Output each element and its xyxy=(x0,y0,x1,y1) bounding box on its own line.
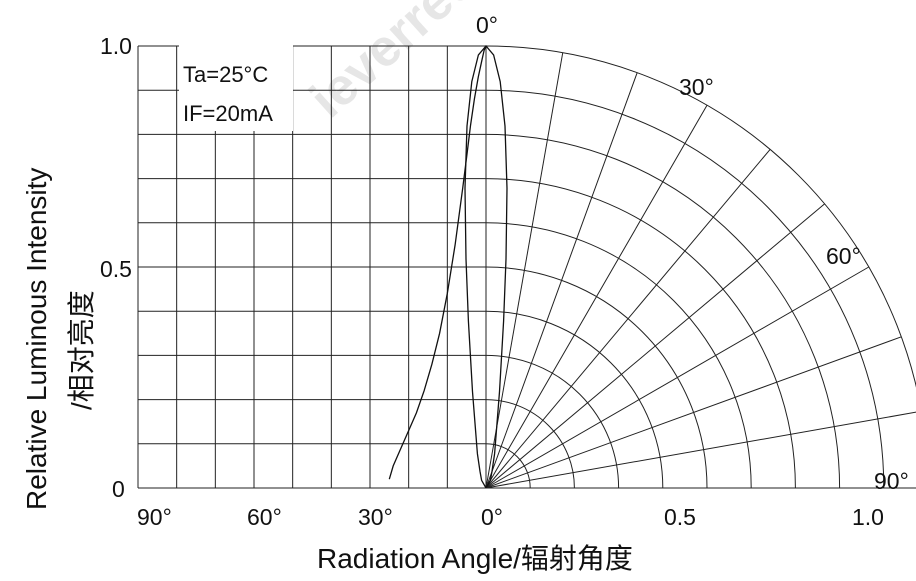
x-tick-0-center: 0° xyxy=(481,504,503,530)
condition-if: IF=20mA xyxy=(183,101,273,126)
arc-label-90: 90° xyxy=(874,468,909,494)
polar-grid-arc xyxy=(485,133,841,489)
polar-grid-spoke xyxy=(485,72,638,489)
y-axis-title-line2: /相对亮度 xyxy=(66,290,97,410)
polar-grid-arc xyxy=(485,399,575,489)
condition-ta: Ta=25°C xyxy=(183,62,268,87)
polar-grid-arc xyxy=(485,222,752,489)
arc-label-60: 60° xyxy=(826,243,861,269)
polar-grid-arc xyxy=(485,89,885,489)
polar-grid-spoke xyxy=(485,266,870,489)
conditions-box xyxy=(179,45,293,131)
arc-label-0: 0° xyxy=(476,12,498,38)
radial-tick-1.0: 1.0 xyxy=(852,504,884,530)
y-axis-title-line1: Relative Luminous Intensity xyxy=(21,168,52,510)
angular-intensity-curve xyxy=(388,45,487,480)
polar-grid xyxy=(485,45,916,489)
left-grid xyxy=(137,45,487,489)
radial-tick-0.5: 0.5 xyxy=(664,504,696,530)
polar-grid-spoke xyxy=(485,411,916,489)
polar-grid-arc xyxy=(485,310,664,489)
x-axis-title: Radiation Angle/辐射角度 xyxy=(317,543,633,574)
polar-grid-arc xyxy=(485,178,796,489)
y-tick-0: 0 xyxy=(112,476,125,502)
polar-grid-spoke xyxy=(485,149,771,489)
y-tick-0.5: 0.5 xyxy=(100,256,132,282)
x-tick-90-left: 90° xyxy=(137,504,172,530)
y-tick-1.0: 1.0 xyxy=(100,33,132,59)
watermark: ieverred.com xyxy=(299,0,578,129)
arc-label-30: 30° xyxy=(679,74,714,100)
polar-grid-spoke xyxy=(485,336,902,489)
x-tick-60-left: 60° xyxy=(247,504,282,530)
polar-grid-arc xyxy=(485,266,708,489)
polar-grid-spoke xyxy=(485,203,825,489)
polar-grid-spoke xyxy=(485,52,564,489)
x-tick-30-left: 30° xyxy=(358,504,393,530)
polar-grid-spoke xyxy=(485,104,708,489)
curves-group xyxy=(388,44,508,489)
polar-grid-arc xyxy=(485,354,620,489)
